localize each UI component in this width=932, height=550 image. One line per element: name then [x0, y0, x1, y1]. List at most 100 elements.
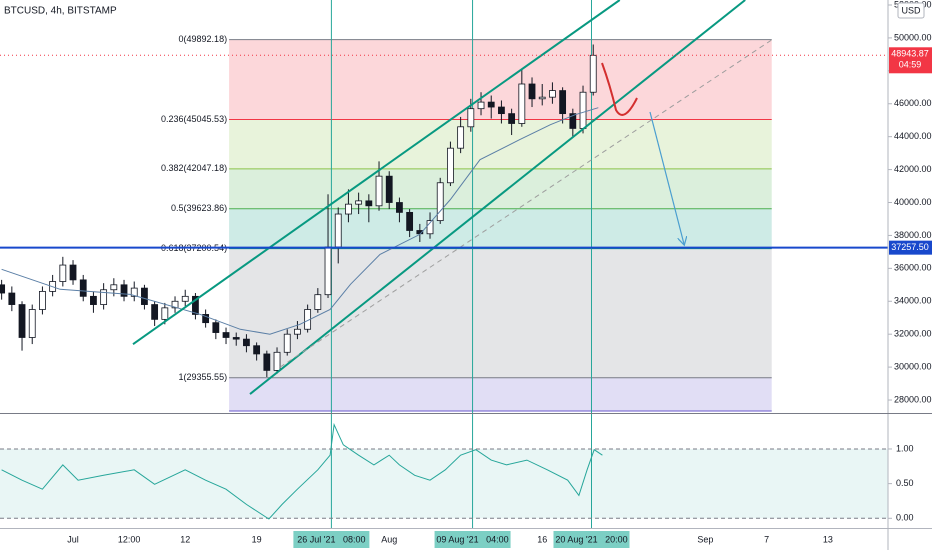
fib-zone	[229, 377, 772, 412]
symbol-title: BTCUSD, 4h, BITSTAMP	[4, 6, 117, 17]
currency: USD	[901, 5, 921, 15]
candle-body	[294, 328, 301, 335]
hline-price-label: 37257.50	[891, 242, 929, 252]
candle-body	[498, 106, 505, 115]
candle-body	[18, 304, 26, 338]
fib-level-label: 0(49892.18)	[179, 34, 228, 44]
fib-zone	[229, 208, 772, 249]
candle-body	[202, 314, 210, 324]
x-tick-label: 16	[537, 534, 547, 544]
candle-body	[161, 307, 169, 320]
candle-body	[243, 338, 250, 347]
y-tick-label: 46000.00	[894, 98, 932, 108]
candle-body	[141, 287, 148, 305]
candle-body	[457, 126, 465, 149]
candle-body	[589, 54, 597, 93]
candle-body	[181, 295, 189, 302]
candle-body	[171, 300, 179, 309]
candle-body	[283, 333, 291, 353]
trend-line	[132, 0, 621, 345]
y-tick-label: 1.00	[896, 443, 914, 453]
fib-zone	[229, 39, 772, 120]
candle-body	[334, 213, 342, 248]
moving-average	[1, 107, 599, 335]
candle-body	[477, 101, 485, 110]
candle-body	[79, 279, 87, 297]
candle-body	[508, 113, 516, 124]
candle-body	[110, 284, 118, 291]
fib-zone	[229, 168, 772, 209]
candle-body	[528, 83, 536, 100]
candle-body	[100, 289, 108, 305]
candle-body	[579, 91, 587, 129]
y-tick-label: 0.50	[896, 478, 914, 488]
fib-level-label: 1(29355.55)	[179, 372, 228, 382]
price-axis-bg	[888, 0, 932, 550]
candle-body	[120, 284, 128, 297]
oscillator-line	[1, 422, 603, 520]
x-tick-highlight	[293, 531, 370, 548]
candle-body	[426, 220, 434, 235]
candle-body	[385, 175, 393, 203]
candle-body	[559, 90, 567, 115]
candle-body	[518, 83, 526, 124]
x-tick-highlight	[434, 531, 511, 548]
candle-body	[375, 175, 383, 207]
x-tick-label: 7	[764, 534, 769, 544]
candle-body	[345, 203, 352, 215]
candle-body	[212, 322, 220, 333]
x-tick-label: 26 Jul '21 08:00	[297, 534, 365, 544]
candle-body	[538, 96, 546, 100]
candle-body	[263, 353, 271, 371]
candle-body	[447, 147, 454, 184]
hand-drawn-curve	[601, 62, 638, 116]
candle-body	[467, 108, 475, 128]
candle-body	[324, 246, 332, 296]
candle-body	[487, 101, 495, 108]
candle-body	[192, 295, 199, 315]
fib-level-label: 0.382(42047.18)	[161, 163, 227, 173]
y-tick-label: 44000.00	[894, 131, 932, 141]
y-tick-label: 34000.00	[894, 296, 932, 306]
candle-body	[232, 337, 240, 340]
candle-body	[69, 264, 77, 281]
x-tick-label: Aug	[381, 534, 397, 544]
currency-box	[897, 2, 925, 19]
candle-body	[396, 202, 403, 213]
candle-body	[549, 90, 556, 98]
last-price-box	[889, 47, 932, 74]
y-tick-label: 28000.00	[894, 394, 932, 404]
trend-line	[249, 0, 746, 395]
x-tick-label: 13	[823, 534, 833, 544]
candle-body	[355, 200, 363, 205]
candle-body	[222, 332, 230, 338]
candle-body	[151, 304, 159, 320]
oscillator-band	[0, 448, 888, 519]
y-tick-label: 0.00	[896, 513, 914, 523]
candle-body	[406, 211, 414, 231]
fib-level-label: 0.5(39623.86)	[171, 203, 227, 213]
candle-body	[436, 182, 444, 222]
candle-body	[90, 295, 97, 305]
fib-zone	[229, 119, 772, 169]
annotations	[601, 62, 684, 244]
projection-arrow	[649, 111, 684, 244]
candle-body	[314, 294, 322, 310]
fib-zone	[229, 248, 772, 378]
x-tick-label: 19	[252, 534, 262, 544]
x-tick-label: Jul	[67, 534, 79, 544]
x-tick-label: 12	[180, 534, 190, 544]
candle-body	[569, 113, 577, 129]
candle-body	[59, 264, 67, 282]
candle-body	[0, 284, 6, 294]
candle-body	[365, 200, 373, 207]
x-tick-label: 09 Aug '21 04:00	[436, 534, 508, 544]
fib-level-label: 0.236(45045.53)	[161, 114, 227, 124]
oscillator-pane	[0, 414, 888, 528]
y-tick-label: 30000.00	[894, 361, 932, 371]
y-tick-label: 42000.00	[894, 164, 932, 174]
candle-body	[28, 309, 36, 338]
y-tick-label: 50000.00	[894, 32, 932, 42]
